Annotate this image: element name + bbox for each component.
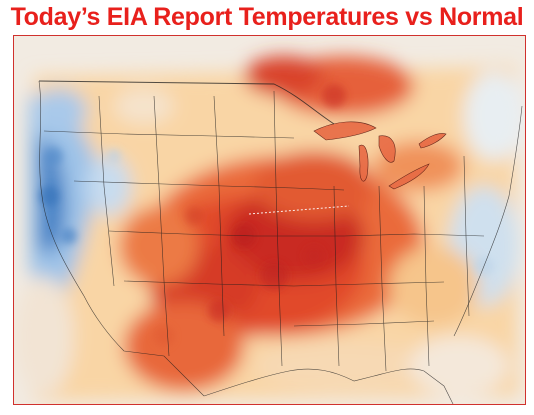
great-lakes xyxy=(313,121,447,190)
page-title: Today’s EIA Report Temperatures vs Norma… xyxy=(10,3,524,31)
anomaly-texture xyxy=(39,84,494,346)
map-frame xyxy=(13,35,526,405)
dotted-line xyxy=(248,205,350,215)
anomaly-field xyxy=(14,56,524,401)
state-borders xyxy=(38,80,523,404)
temperature-anomaly-map xyxy=(14,36,525,404)
